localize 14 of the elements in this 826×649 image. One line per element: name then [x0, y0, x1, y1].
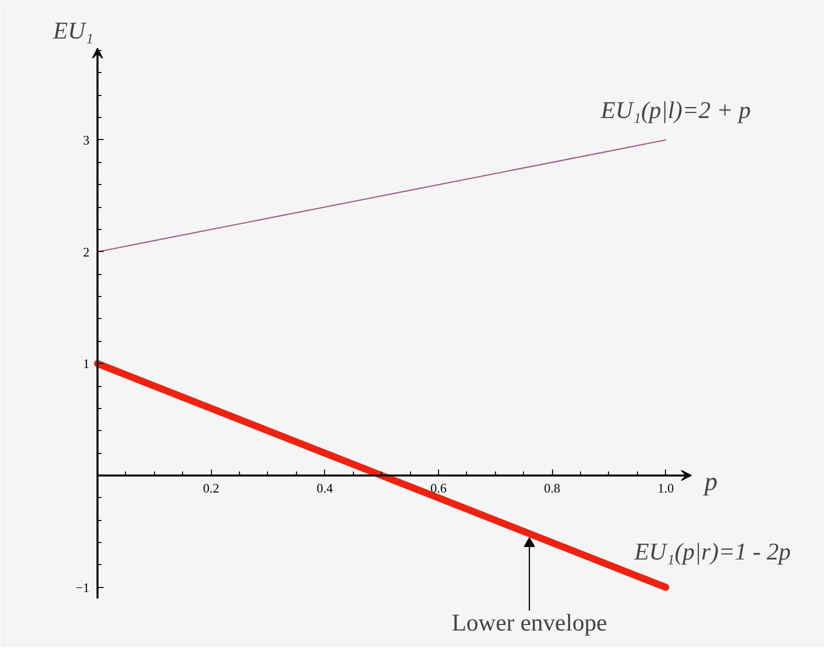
x-tick-label: 1.0 [658, 480, 674, 496]
x-tick-label: 0.6 [430, 480, 448, 496]
y-tick-label: −1 [76, 580, 90, 595]
y-tick-label: 2 [83, 244, 90, 260]
y-tick-label: 1 [83, 356, 90, 372]
y-tick-label: 3 [83, 132, 90, 148]
x-axis-title: p [702, 466, 718, 496]
y-axis-title: EU₁ [52, 18, 94, 44]
series-label: EU₁(p|r)=1 - 2p [633, 539, 791, 566]
x-tick-label: 0.8 [544, 480, 560, 496]
annotation: Lower envelope [452, 610, 608, 636]
x-tick-label: 0.2 [203, 480, 220, 496]
x-tick-label: 0.4 [316, 480, 334, 496]
series-label: EU₁(p|l)=2 + p [600, 98, 751, 124]
